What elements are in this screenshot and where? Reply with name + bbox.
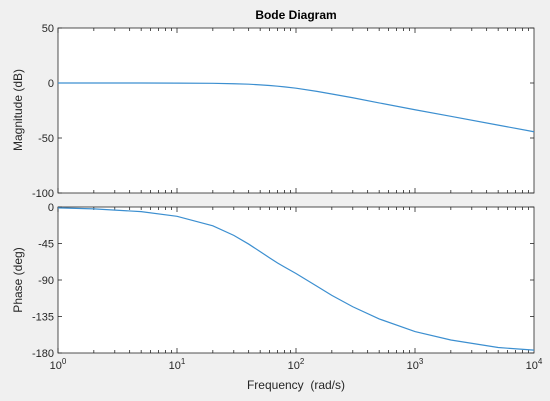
phase-series-line bbox=[57, 207, 535, 351]
magnitude-series-line bbox=[58, 82, 535, 133]
magnitude-axes-box bbox=[57, 27, 535, 194]
x-tick-label: 104 bbox=[526, 357, 543, 372]
y-tick-label: 50 bbox=[42, 23, 54, 35]
x-tick-label: 101 bbox=[169, 357, 186, 372]
magnitude-plot: 50 0 -50 -100 Magnitude (dB) bbox=[11, 23, 535, 200]
phase-plot: 0 -45 -90 -135 -180 100 101 102 103 104 Phase (d… bbox=[11, 202, 543, 392]
magnitude-y-ticks: 50 0 -50 -100 bbox=[32, 23, 534, 200]
magnitude-x-ticks bbox=[57, 28, 529, 193]
y-tick-label: -100 bbox=[32, 188, 54, 200]
phase-y-axis-label: Phase (deg) bbox=[11, 247, 25, 312]
x-axis-label: Frequency (rad/s) bbox=[247, 378, 345, 392]
phase-x-ticks: 100 101 102 103 104 bbox=[50, 207, 543, 372]
y-tick-label: -180 bbox=[32, 348, 54, 360]
phase-y-ticks: 0 -45 -90 -135 -180 bbox=[32, 202, 534, 360]
y-tick-label: 0 bbox=[48, 78, 54, 90]
chart-title: Bode Diagram bbox=[255, 8, 336, 22]
y-tick-label: 0 bbox=[48, 202, 54, 214]
phase-axes-box bbox=[57, 206, 535, 354]
magnitude-y-axis-label: Magnitude (dB) bbox=[11, 69, 25, 151]
x-tick-label: 100 bbox=[50, 357, 67, 372]
y-tick-label: -135 bbox=[32, 312, 54, 324]
y-tick-label: -50 bbox=[38, 133, 54, 145]
x-tick-label: 102 bbox=[288, 357, 305, 372]
y-tick-label: -45 bbox=[38, 239, 54, 251]
x-tick-label: 103 bbox=[407, 357, 424, 372]
y-tick-label: -90 bbox=[38, 275, 54, 287]
